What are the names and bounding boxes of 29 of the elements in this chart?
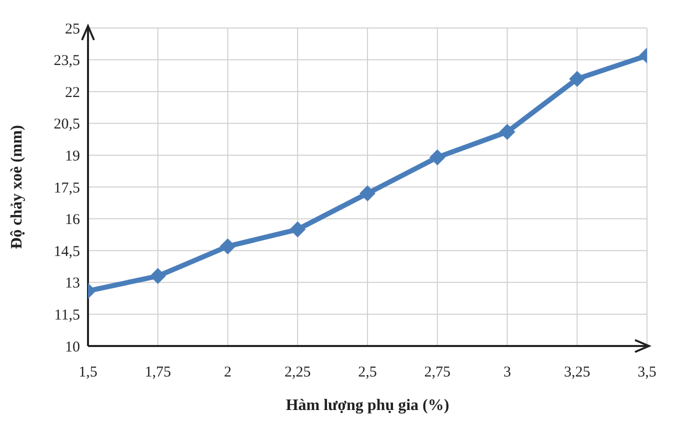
point bbox=[150, 268, 166, 284]
y-tick-label: 10 bbox=[65, 339, 80, 356]
x-tick-label: 3,5 bbox=[638, 364, 656, 381]
x-tick-label: 2 bbox=[224, 364, 232, 381]
y-tick-label: 14,5 bbox=[54, 244, 80, 260]
y-tick-label: 13 bbox=[65, 276, 80, 292]
y-tick-label: 17,5 bbox=[54, 180, 80, 196]
y-tick-label: 22 bbox=[65, 84, 80, 101]
x-tick-label: 2,25 bbox=[284, 364, 311, 381]
y-tick-label: 20,5 bbox=[54, 116, 80, 133]
x-tick-label: 3,25 bbox=[564, 364, 590, 381]
x-tick-label: 1,75 bbox=[144, 364, 171, 381]
point bbox=[220, 238, 236, 254]
y-tick-label: 16 bbox=[65, 212, 80, 228]
y-tick-label: 11,5 bbox=[54, 308, 80, 324]
y-tick-label: 19 bbox=[65, 148, 80, 165]
point bbox=[499, 124, 516, 140]
point bbox=[429, 149, 446, 166]
y-axis-title: Độ chảy xoè (mm) bbox=[8, 125, 26, 249]
x-tick-label: 2,75 bbox=[424, 364, 450, 381]
point bbox=[360, 185, 376, 202]
y-tick-label: 23,5 bbox=[54, 53, 80, 70]
y-tick-label: 25 bbox=[65, 21, 80, 38]
x-axis-title: Hàm lượng phụ gia (%) bbox=[286, 397, 450, 414]
point bbox=[569, 70, 586, 87]
x-tick-label: 1,5 bbox=[78, 364, 98, 381]
x-tick-label: 2,5 bbox=[358, 364, 377, 381]
x-tick-label: 3 bbox=[504, 364, 511, 381]
point bbox=[290, 221, 306, 238]
